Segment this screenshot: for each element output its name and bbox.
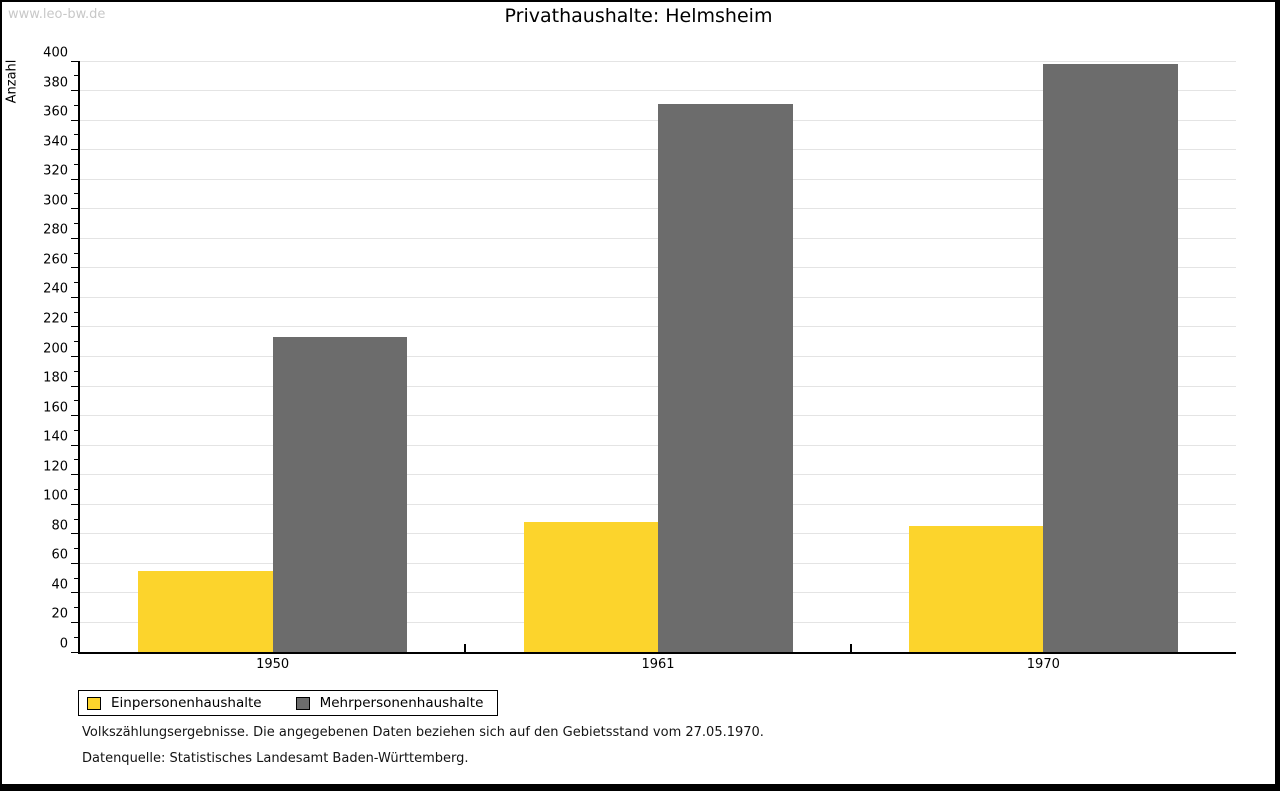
y-axis-tick bbox=[71, 533, 78, 535]
y-tick-label: 0 bbox=[59, 636, 68, 652]
x-tick-label: 1950 bbox=[256, 657, 290, 672]
y-axis-minor-tick bbox=[74, 577, 78, 579]
y-axis-tick bbox=[71, 326, 78, 328]
y-tick-label: 200 bbox=[43, 341, 68, 356]
y-tick-label: 260 bbox=[43, 252, 68, 268]
bar-1961-Mehrpersonenhaushalte bbox=[658, 103, 793, 652]
watermark: www.leo-bw.de bbox=[8, 7, 106, 22]
y-tick-label: 80 bbox=[51, 518, 68, 534]
y-axis-tick bbox=[71, 474, 78, 476]
y-tick-label: 140 bbox=[43, 429, 68, 445]
footnote-source-note: Volkszählungsergebnisse. Die angegebenen… bbox=[82, 725, 764, 740]
y-axis-tick bbox=[71, 444, 78, 446]
y-tick-label: 160 bbox=[43, 400, 68, 416]
y-axis-minor-tick bbox=[74, 75, 78, 77]
legend-swatch-yellow bbox=[87, 696, 101, 710]
y-tick-label: 320 bbox=[43, 163, 68, 179]
y-axis-minor-tick bbox=[74, 370, 78, 372]
y-axis-tick bbox=[71, 178, 78, 180]
y-axis-minor-tick bbox=[74, 193, 78, 195]
x-tick-label: 1961 bbox=[641, 657, 675, 672]
y-tick-label: 360 bbox=[43, 104, 68, 120]
bar-1961-Einpersonenhaushalte bbox=[523, 521, 658, 652]
bar-1950-Einpersonenhaushalte bbox=[138, 570, 273, 652]
legend-label: Mehrpersonenhaushalte bbox=[319, 695, 484, 711]
y-axis-tick bbox=[71, 208, 78, 210]
y-tick-label: 280 bbox=[43, 222, 68, 238]
y-axis-tick bbox=[71, 415, 78, 417]
y-tick-label: 20 bbox=[51, 606, 68, 622]
gridline bbox=[80, 60, 1236, 62]
y-axis-tick bbox=[71, 621, 78, 623]
y-axis-minor-tick bbox=[74, 548, 78, 550]
y-axis-minor-tick bbox=[74, 104, 78, 106]
y-tick-label: 300 bbox=[43, 193, 68, 209]
y-axis-minor-tick bbox=[74, 459, 78, 461]
y-tick-label: 400 bbox=[43, 45, 68, 61]
y-axis-tick bbox=[71, 267, 78, 269]
y-axis-tick bbox=[71, 90, 78, 92]
y-axis-tick bbox=[71, 237, 78, 239]
y-axis-tick bbox=[71, 149, 78, 151]
bar-1970-Einpersonenhaushalte bbox=[908, 526, 1044, 652]
y-axis-minor-tick bbox=[74, 282, 78, 284]
y-axis-tick bbox=[71, 296, 78, 298]
y-axis-minor-tick bbox=[74, 607, 78, 609]
y-tick-label: 340 bbox=[43, 134, 68, 150]
y-axis-minor-tick bbox=[74, 223, 78, 225]
y-axis-tick bbox=[71, 562, 78, 564]
y-axis-tick bbox=[71, 60, 78, 62]
y-axis-title: Anzahl bbox=[4, 59, 20, 104]
y-axis-tick bbox=[71, 651, 78, 653]
y-axis-tick bbox=[71, 385, 78, 387]
y-tick-label: 40 bbox=[51, 577, 68, 593]
legend-item-mehrpersonenhaushalte: Mehrpersonenhaushalte bbox=[295, 695, 484, 711]
y-axis-minor-tick bbox=[74, 311, 78, 313]
x-axis-tick bbox=[464, 644, 467, 652]
x-axis-tick bbox=[849, 644, 852, 652]
page-title: Privathaushalte: Helmsheim bbox=[504, 5, 773, 27]
y-tick-label: 60 bbox=[51, 547, 68, 563]
legend-swatch-gray bbox=[295, 696, 310, 710]
y-axis-tick bbox=[71, 503, 78, 505]
y-axis-tick bbox=[71, 592, 78, 594]
y-axis-minor-tick bbox=[74, 252, 78, 254]
y-axis-minor-tick bbox=[74, 636, 78, 638]
footnote-data-source: Datenquelle: Statistisches Landesamt Bad… bbox=[82, 751, 469, 766]
y-axis-minor-tick bbox=[74, 134, 78, 136]
bar-chart-plot-area: Anzahl 0 20 40 60 80 100 120 140 160 180 200 220 240… bbox=[5, 46, 1236, 672]
y-axis-minor-tick bbox=[74, 163, 78, 165]
y-tick-label: 380 bbox=[43, 75, 68, 91]
y-axis-tick bbox=[71, 119, 78, 121]
legend-item-einpersonenhaushalte: Einpersonenhaushalte bbox=[87, 695, 262, 711]
y-axis-minor-tick bbox=[74, 488, 78, 490]
y-axis-minor-tick bbox=[74, 400, 78, 402]
y-tick-label: 100 bbox=[43, 488, 68, 504]
y-axis-minor-tick bbox=[74, 518, 78, 520]
bar-1950-Mehrpersonenhaushalte bbox=[272, 337, 408, 652]
x-tick-label: 1970 bbox=[1026, 657, 1060, 672]
y-tick-label: 240 bbox=[43, 281, 68, 297]
y-tick-label: 180 bbox=[43, 370, 68, 386]
gridline bbox=[80, 90, 1236, 92]
y-tick-label: 220 bbox=[43, 311, 68, 327]
y-axis-minor-tick bbox=[74, 341, 78, 343]
bar-1970-Mehrpersonenhaushalte bbox=[1043, 63, 1178, 652]
y-axis-tick bbox=[71, 356, 78, 357]
y-axis-minor-tick bbox=[74, 429, 78, 431]
legend-label: Einpersonenhaushalte bbox=[111, 695, 262, 711]
y-tick-label: 120 bbox=[43, 459, 68, 475]
legend: Einpersonenhaushalte Mehrpersonenhaushal… bbox=[78, 690, 499, 716]
